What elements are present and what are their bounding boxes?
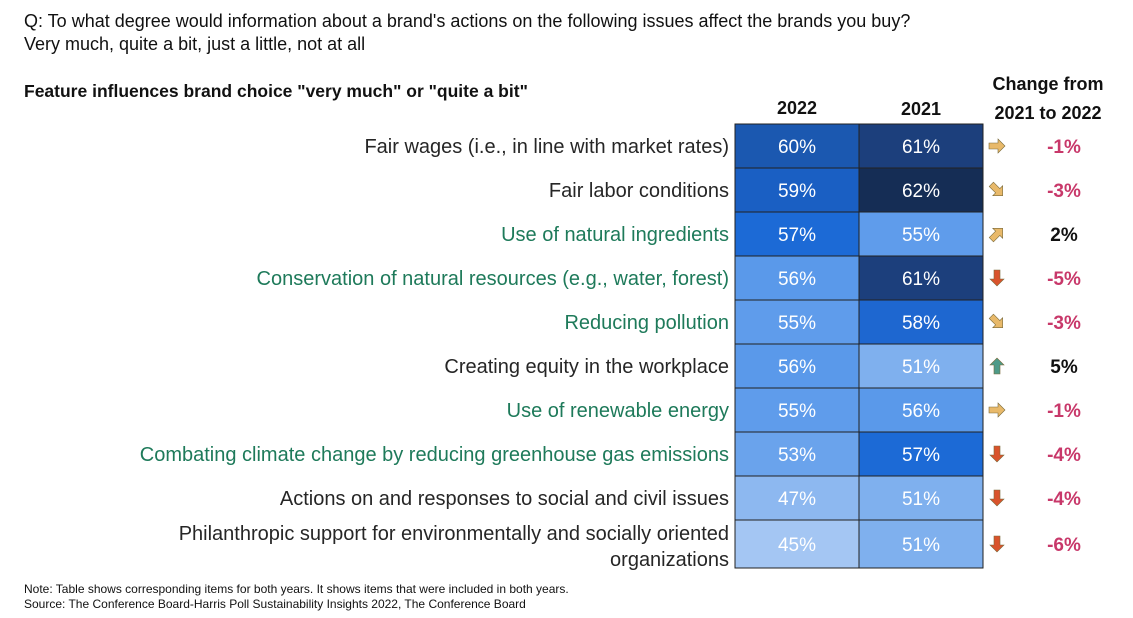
row-label: Actions on and responses to social and c… <box>280 488 729 510</box>
arrow-down-right-icon <box>988 313 1003 328</box>
change-header-line-1: Change from <box>992 74 1104 94</box>
row-label: Philanthropic support for environmentall… <box>179 523 729 571</box>
row-label: Combating climate change by reducing gre… <box>140 444 729 466</box>
cell-2022 <box>734 255 860 301</box>
value-label-2021: 61% <box>902 137 940 158</box>
cell-2022 <box>734 123 860 169</box>
chart-subtitle: Feature influences brand choice "very mu… <box>24 81 528 101</box>
arrow-right-icon <box>988 402 1006 418</box>
question-line-1: Q: To what degree would information abou… <box>24 11 911 31</box>
value-label-2021: 58% <box>902 313 940 334</box>
cell-2022 <box>734 211 860 257</box>
value-label-2022: 53% <box>778 445 816 466</box>
change-header-line-2: 2021 to 2022 <box>994 103 1102 123</box>
value-label-2022: 60% <box>778 137 816 158</box>
cell-2021 <box>858 211 984 257</box>
value-label-2022: 55% <box>778 401 816 422</box>
question-line-2: Very much, quite a bit, just a little, n… <box>24 34 366 54</box>
change-column-header: Change from 2021 to 2022 <box>978 70 1118 128</box>
column-header-2021: 2021 <box>900 99 942 119</box>
value-label-2022: 57% <box>778 225 816 246</box>
value-label-2021: 62% <box>902 181 940 202</box>
value-label-2021: 51% <box>902 535 940 556</box>
arrow-up-right-icon <box>988 228 1003 243</box>
row-label: Fair wages (i.e., in line with market ra… <box>364 136 729 158</box>
cell-2022 <box>734 431 860 477</box>
value-label-2022: 55% <box>778 313 816 334</box>
value-label-2021: 57% <box>902 445 940 466</box>
cell-2022 <box>734 475 860 521</box>
arrow-down-right-icon <box>988 181 1003 196</box>
row-label: Use of renewable energy <box>507 400 729 422</box>
value-label-2021: 56% <box>902 401 940 422</box>
arrow-down-icon <box>989 489 1005 507</box>
change-value: -1% <box>1047 137 1081 158</box>
cell-2021 <box>858 519 984 569</box>
row-label: Use of natural ingredients <box>501 224 729 246</box>
cell-2022 <box>734 519 860 569</box>
cell-2021 <box>858 387 984 433</box>
arrow-down-icon <box>989 269 1005 287</box>
arrow-up-icon <box>989 357 1005 375</box>
value-label-2022: 59% <box>778 181 816 202</box>
change-value: 2% <box>1050 225 1078 246</box>
value-label-2022: 56% <box>778 357 816 378</box>
change-value: -5% <box>1047 269 1081 290</box>
cell-2021 <box>858 431 984 477</box>
value-label-2021: 51% <box>902 489 940 510</box>
change-value: -4% <box>1047 445 1081 466</box>
arrow-down-icon <box>989 445 1005 463</box>
change-value: 5% <box>1050 357 1078 378</box>
value-label-2021: 51% <box>902 357 940 378</box>
value-label-2021: 61% <box>902 269 940 290</box>
change-value: -1% <box>1047 401 1081 422</box>
cell-2022 <box>734 343 860 389</box>
value-label-2021: 55% <box>902 225 940 246</box>
cell-2021 <box>858 343 984 389</box>
footnote: Note: Table shows corresponding items fo… <box>24 582 569 612</box>
source-line: Source: The Conference Board-Harris Poll… <box>24 597 526 611</box>
arrow-right-icon <box>988 138 1006 154</box>
change-value: -3% <box>1047 313 1081 334</box>
change-value: -6% <box>1047 535 1081 556</box>
note-line: Note: Table shows corresponding items fo… <box>24 582 569 596</box>
row-label: Fair labor conditions <box>549 180 729 202</box>
cell-2021 <box>858 299 984 345</box>
cell-2021 <box>858 255 984 301</box>
value-label-2022: 56% <box>778 269 816 290</box>
arrow-down-icon <box>989 535 1005 553</box>
value-label-2022: 45% <box>778 535 816 556</box>
change-value: -3% <box>1047 181 1081 202</box>
row-label: Reducing pollution <box>564 312 729 334</box>
row-label: Creating equity in the workplace <box>444 356 729 378</box>
value-label-2022: 47% <box>778 489 816 510</box>
cell-2022 <box>734 387 860 433</box>
question-text: Q: To what degree would information abou… <box>24 10 910 56</box>
cell-2021 <box>858 475 984 521</box>
column-header-2022: 2022 <box>776 98 818 118</box>
change-value: -4% <box>1047 489 1081 510</box>
row-label: Conservation of natural resources (e.g.,… <box>257 268 729 290</box>
